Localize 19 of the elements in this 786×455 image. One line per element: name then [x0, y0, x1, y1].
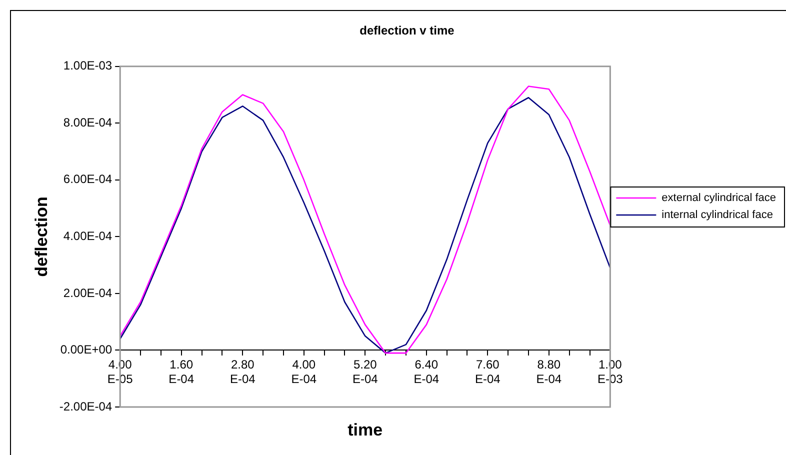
x-tick-label: 7.60E-04 — [474, 358, 501, 386]
legend-label: external cylindrical face — [662, 192, 776, 204]
x-tick-label: 5.20E-04 — [352, 358, 378, 386]
y-tick-label: 2.00E-04 — [63, 286, 112, 300]
y-tick-label: 1.00E-03 — [63, 58, 112, 73]
legend-label: internal cylindrical face — [662, 209, 773, 222]
y-tick-label: 8.00E-04 — [63, 115, 112, 130]
y-tick-label: -2.00E-04 — [59, 399, 112, 414]
x-tick-label: 2.80E-04 — [230, 358, 256, 386]
x-tick-label: 8.80E-04 — [536, 358, 562, 386]
x-tick-label: 1.60E-04 — [168, 358, 194, 386]
y-tick-label: 6.00E-04 — [63, 172, 112, 186]
x-tick-label: 4.00E-04 — [291, 358, 317, 386]
x-axis-title: time — [348, 420, 383, 440]
y-tick-label: 4.00E-04 — [63, 229, 112, 244]
y-tick-label: 0.00E+00 — [60, 342, 112, 357]
x-tick-label: 6.40E-04 — [414, 358, 440, 386]
chart-title: deflection v time — [360, 24, 455, 38]
y-axis-title: deflection — [32, 196, 51, 277]
